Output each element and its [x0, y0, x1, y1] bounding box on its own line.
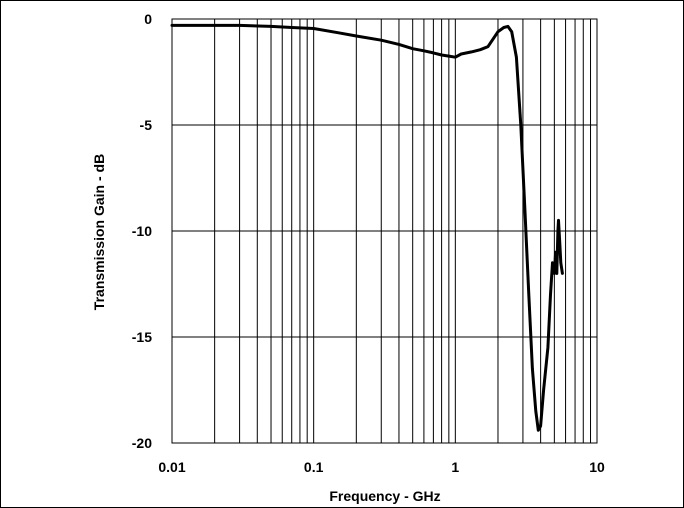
y-tick-label: -10	[132, 223, 152, 239]
y-tick-label: -5	[140, 117, 153, 133]
x-tick-label: 1	[451, 459, 459, 475]
x-tick-label: 0.01	[158, 459, 185, 475]
y-tick-label: -20	[132, 435, 152, 451]
x-tick-label: 0.1	[304, 459, 324, 475]
x-tick-labels: 0.01 0.1 1 10	[158, 459, 605, 475]
y-tick-label: 0	[144, 11, 152, 27]
plot-area	[171, 18, 598, 444]
y-tick-labels: 0 -5 -10 -15 -20	[132, 11, 152, 451]
x-axis-title: Frequency - GHz	[329, 488, 440, 504]
x-tick-label: 10	[589, 459, 605, 475]
series-line-transmission-gain	[170, 23, 564, 432]
y-axis-title: Transmission Gain - dB	[91, 154, 107, 310]
y-tick-label: -15	[132, 329, 152, 345]
